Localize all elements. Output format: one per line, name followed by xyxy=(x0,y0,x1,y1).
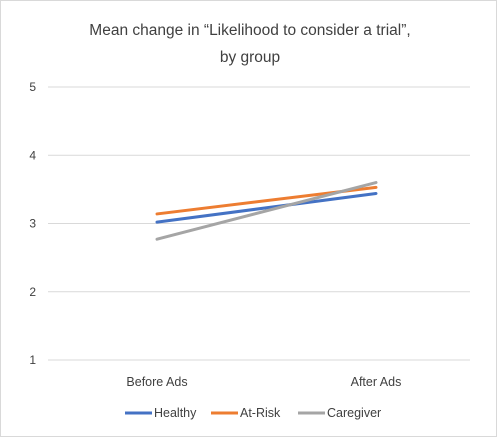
x-tick-label: Before Ads xyxy=(126,375,187,389)
legend-label: Caregiver xyxy=(327,406,381,420)
y-tick-label: 1 xyxy=(29,353,36,367)
y-tick-label: 2 xyxy=(29,285,36,299)
chart-title-line-1: Mean change in “Likelihood to consider a… xyxy=(89,22,410,39)
y-tick-label: 5 xyxy=(29,80,36,94)
y-tick-label: 4 xyxy=(29,148,36,162)
series-line-caregiver xyxy=(155,181,378,241)
x-tick-label: After Ads xyxy=(351,375,402,389)
chart-title-line-2: by group xyxy=(220,49,280,66)
legend-label: At-Risk xyxy=(240,406,281,420)
series-line-healthy xyxy=(155,191,378,224)
y-tick-label: 3 xyxy=(29,217,36,231)
legend-label: Healthy xyxy=(154,406,197,420)
